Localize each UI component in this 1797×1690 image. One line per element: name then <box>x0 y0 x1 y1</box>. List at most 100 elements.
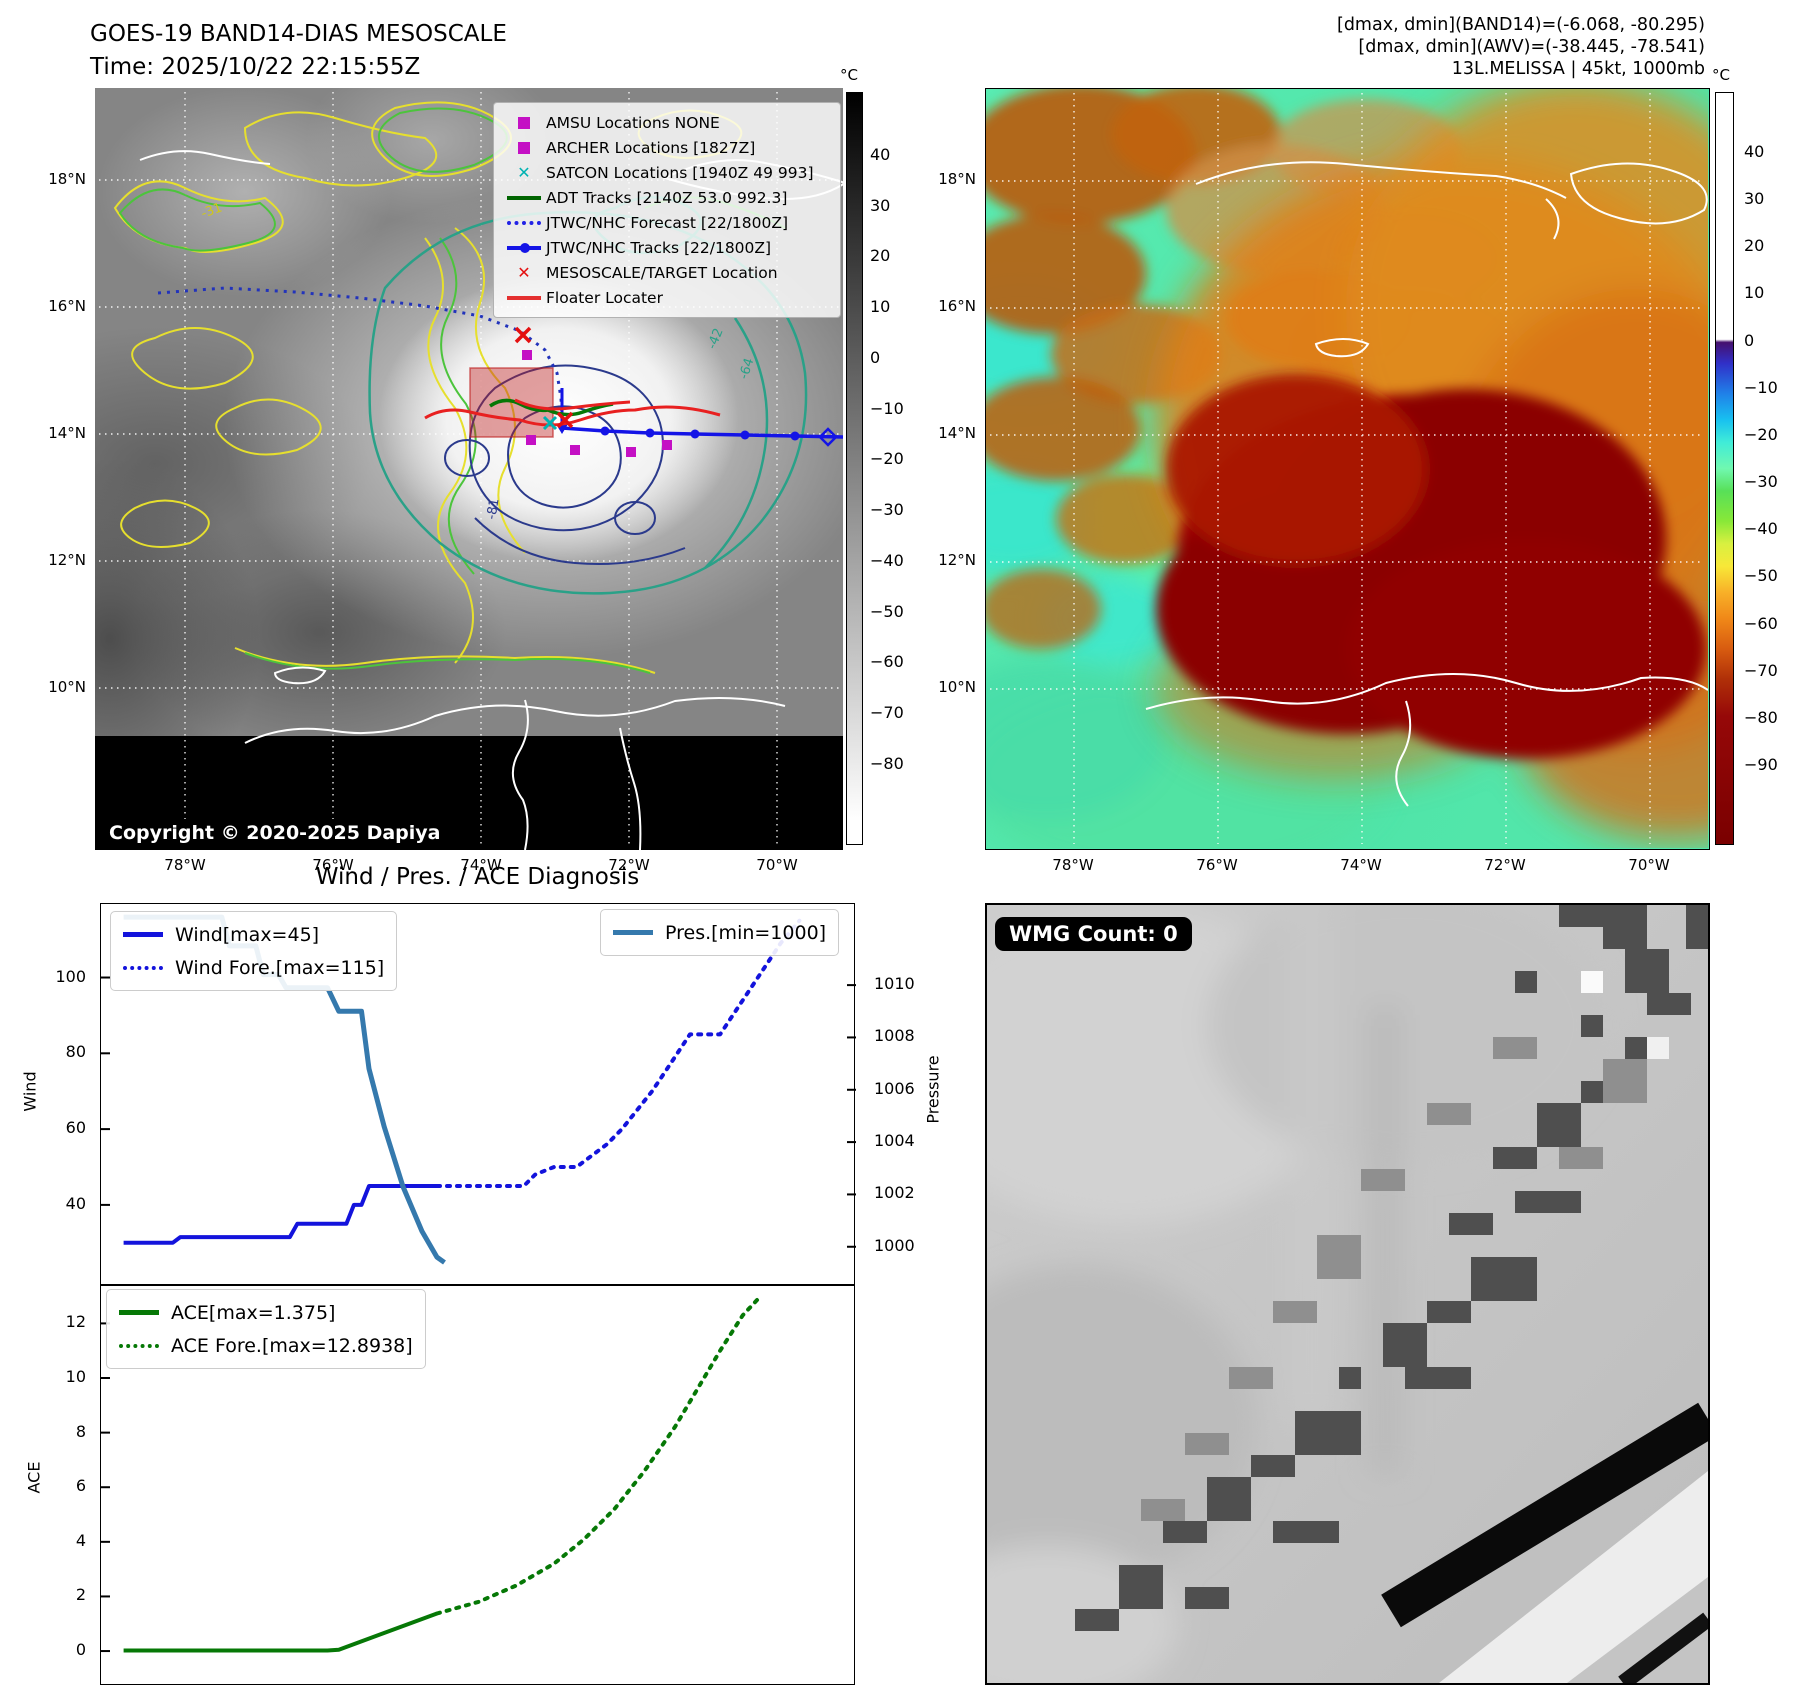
satcon-x-icon: ✕ <box>517 162 531 182</box>
stats-block: [dmax, dmin](BAND14)=(-6.068, -80.295) [… <box>1337 14 1705 80</box>
legend-item: JTWC/NHC Tracks [22/1800Z] <box>502 235 832 260</box>
lat-tick-left: 14°N <box>48 424 86 442</box>
ace-ytick-left: 10 <box>65 1367 86 1386</box>
wind-axis-label: Wind <box>20 1071 40 1112</box>
lon-tick-right: 72°W <box>1484 856 1526 874</box>
ace-line-icon <box>119 1310 159 1315</box>
awv-colorbar-tick: 30 <box>1744 189 1765 209</box>
legend-item: AMSU Locations NONE <box>502 110 832 135</box>
band14-colorbar-tick: 30 <box>870 195 891 215</box>
lat-tick-right: 14°N <box>938 424 976 442</box>
band14-map-overlay: -31 -64 -81 -42 <box>99 92 843 850</box>
band14-map: -31 -64 -81 -42 <box>95 88 843 850</box>
band14-colorbar-tick: −60 <box>870 652 904 672</box>
band14-colorbar-tick: −80 <box>870 753 904 773</box>
lon-tick-left: 70°W <box>756 856 798 874</box>
ace-plot <box>101 1297 760 1653</box>
lon-tick-right: 74°W <box>1340 856 1382 874</box>
awv-colorbar-tick: −10 <box>1744 377 1778 397</box>
legend-item: ✕ SATCON Locations [1940Z 49 993] <box>502 160 832 185</box>
storm-id: 13L.MELISSA | 45kt, 1000mb <box>1451 59 1705 79</box>
floater-locater-track <box>424 398 721 427</box>
wind_pres-ytick-right: 1008 <box>874 1026 915 1046</box>
jtwc-forecast-track <box>157 286 564 421</box>
awv-colorbar-tick: 10 <box>1744 283 1765 303</box>
awv-colorbar-tick: 0 <box>1744 330 1755 350</box>
awv-colorbar-tick: −20 <box>1744 424 1778 444</box>
ace-ytick-left: 0 <box>75 1640 86 1660</box>
pressure-legend: Pres.[min=1000] <box>600 909 840 956</box>
band14-colorbar-tick: −30 <box>870 500 904 520</box>
lat-tick-right: 16°N <box>938 297 976 315</box>
wmg-count-badge: WMG Count: 0 <box>995 917 1192 951</box>
panel-title-block: GOES-19 BAND14-DIAS MESOSCALE Time: 2025… <box>90 18 507 84</box>
timestamp: Time: 2025/10/22 22:15:55Z <box>90 54 421 80</box>
track-linedot-icon <box>502 242 546 253</box>
awv-colorbar-tick: 40 <box>1744 142 1765 161</box>
ace-legend: ACE[max=1.375] ACE Fore.[max=12.8938] <box>106 1289 426 1369</box>
awv-colorbar-tick: 20 <box>1744 236 1765 256</box>
awv-colorbar-tick: −70 <box>1744 660 1778 680</box>
contour-label: -64 <box>737 356 758 381</box>
lon-tick-left: 74°W <box>460 856 502 874</box>
wind_pres-ytick-left: 100 <box>55 966 86 986</box>
target-x-icon: ✕ <box>517 262 531 282</box>
series-ace-max-1-375- <box>123 1611 438 1653</box>
legend-item: JTWC/NHC Forecast [22/1800Z] <box>502 210 832 235</box>
wind_pres-ytick-right: 1010 <box>874 974 915 994</box>
legend-item: Floater Locater <box>502 285 832 310</box>
series-wind-max-45- <box>123 1184 437 1245</box>
awv-colorbar-tick: −30 <box>1744 472 1778 492</box>
lon-tick-left: 76°W <box>312 856 354 874</box>
archer-square-icon <box>502 141 546 154</box>
wind-line-icon <box>123 932 163 937</box>
wind_pres-ytick-left: 80 <box>65 1042 86 1062</box>
lat-tick-left: 10°N <box>48 678 86 696</box>
contour-label: -81 <box>484 497 502 521</box>
ace-forecast-dotted-icon <box>119 1343 159 1348</box>
contour-label: -42 <box>705 326 727 351</box>
band14-colorbar-tick: 0 <box>870 347 881 367</box>
band14-colorbar-tick: −40 <box>870 550 904 570</box>
map-legend: AMSU Locations NONE ARCHER Locations [18… <box>493 102 841 318</box>
forecast-dotted-icon <box>502 220 546 225</box>
ace-ytick-left: 4 <box>75 1530 86 1550</box>
lat-tick-right: 12°N <box>938 551 976 569</box>
copyright: Copyright © 2020-2025 Dapiya <box>97 819 453 847</box>
stats-awv: [dmax, dmin](AWV)=(-38.445, -78.541) <box>1358 37 1705 57</box>
page-title: GOES-19 BAND14-DIAS MESOSCALE <box>90 21 507 47</box>
wmg-image <box>987 905 1708 1683</box>
band14-colorbar-tick: −70 <box>870 703 904 723</box>
floater-line-icon <box>502 295 546 300</box>
series-wind-fore-max-115- <box>435 918 802 1188</box>
colorbar-unit: °C <box>1712 66 1730 84</box>
awv-map-overlay <box>986 89 1709 849</box>
awv-colorbar-tick: −80 <box>1744 707 1778 727</box>
target-x-markers <box>514 326 574 429</box>
lon-tick-right: 76°W <box>1196 856 1238 874</box>
legend-item: ADT Tracks [2140Z 53.0 992.3] <box>502 185 832 210</box>
awv-colorbar <box>1715 92 1734 845</box>
charts-title: Wind / Pres. / ACE Diagnosis <box>315 864 640 890</box>
amsu-square-icon <box>502 116 546 129</box>
lon-tick-right: 78°W <box>1052 856 1094 874</box>
wind_pres-ytick-left: 40 <box>65 1193 86 1213</box>
lat-tick-left: 16°N <box>48 297 86 315</box>
wind_pres-ytick-right: 1006 <box>874 1078 915 1098</box>
wind-forecast-dotted-icon <box>123 965 163 970</box>
band14-colorbar-tick: −20 <box>870 449 904 469</box>
band14-colorbar <box>846 92 863 845</box>
lat-tick-left: 18°N <box>48 170 86 188</box>
wind-legend: Wind[max=45] Wind Fore.[max=115] <box>110 911 398 991</box>
wind_pres-ytick-right: 1000 <box>874 1235 915 1255</box>
contour-label: -31 <box>199 200 224 221</box>
awv-colorbar-tick: −60 <box>1744 613 1778 633</box>
band14-colorbar-tick: −50 <box>870 601 904 621</box>
lon-tick-left: 72°W <box>608 856 650 874</box>
legend-item: ARCHER Locations [1827Z] <box>502 135 832 160</box>
lat-tick-left: 12°N <box>48 551 86 569</box>
legend-item: ✕ MESOSCALE/TARGET Location <box>502 260 832 285</box>
ace-ytick-left: 2 <box>75 1585 86 1605</box>
awv-map <box>985 88 1710 850</box>
lon-tick-right: 70°W <box>1628 856 1670 874</box>
